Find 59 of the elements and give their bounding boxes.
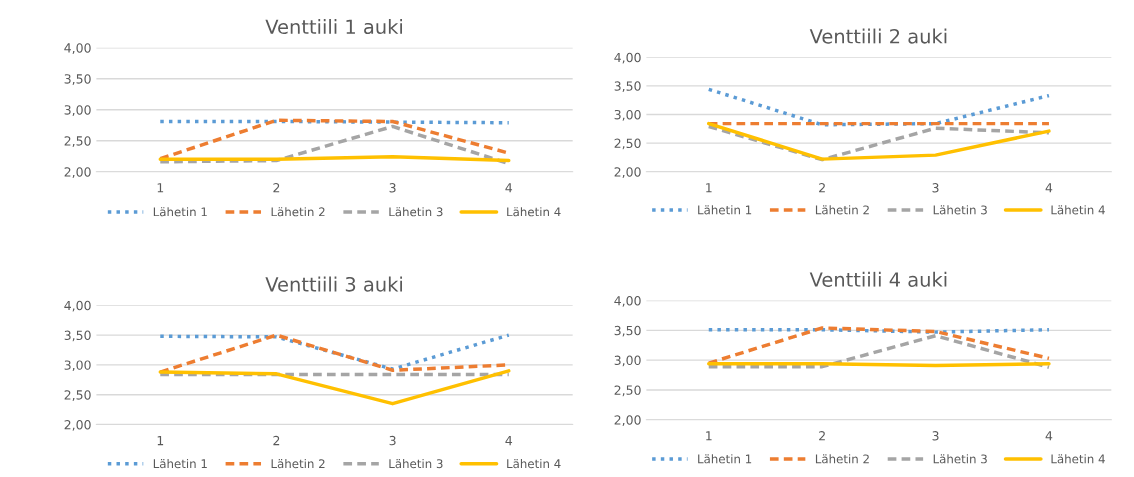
y-tick-label: 2,50: [64, 136, 91, 147]
line-series: [707, 326, 1051, 365]
line-series: [158, 369, 511, 406]
legend-label: Lähetin 3: [389, 207, 443, 217]
legend-label: Lähetin 3: [933, 205, 987, 215]
y-tick-label: 2,00: [64, 167, 91, 178]
y-tick-label: 3,00: [64, 105, 91, 116]
legend-label: Lähetin 3: [389, 459, 443, 469]
x-tick-label: 3: [932, 431, 939, 441]
y-tick-label: 3,00: [64, 360, 91, 372]
y-tick-label: 4,00: [64, 300, 91, 312]
y-tick-label: 3,00: [614, 109, 641, 121]
line-series: [707, 87, 1051, 127]
y-tick-label: 2,00: [64, 420, 91, 431]
legend-label: Lähetin 1: [698, 205, 752, 215]
x-tick-label: 3: [389, 435, 396, 446]
legend-label: Lähetin 2: [271, 207, 325, 217]
x-tick-label: 4: [1045, 183, 1053, 193]
y-tick-label: 4,00: [614, 295, 641, 307]
legend-label: Lähetin 4: [1051, 205, 1105, 215]
legend-label: Lähetin 2: [815, 454, 869, 464]
x-tick-label: 2: [819, 183, 825, 193]
y-tick-label: 3,50: [614, 325, 641, 337]
y-tick-label: 2,00: [614, 167, 641, 178]
x-tick-label: 4: [505, 183, 513, 193]
legend-label: Lähetin 4: [507, 207, 561, 217]
y-tick-label: 3,50: [64, 330, 91, 342]
chart-title: Venttiili 3 auki: [265, 276, 402, 292]
x-tick-label: 3: [932, 183, 939, 193]
legend-label: Lähetin 2: [815, 205, 869, 215]
y-tick-label: 3,00: [614, 355, 641, 367]
x-tick-label: 1: [706, 183, 712, 193]
legend-label: Lähetin 2: [271, 459, 325, 469]
x-tick-label: 4: [505, 436, 513, 446]
x-tick-label: 1: [157, 436, 164, 446]
x-tick-label: 1: [157, 183, 164, 193]
x-tick-label: 2: [273, 435, 280, 446]
y-tick-label: 2,50: [614, 138, 641, 150]
x-tick-label: 2: [273, 183, 280, 193]
y-tick-label: 2,00: [614, 415, 641, 426]
y-tick-label: 3,50: [614, 81, 641, 93]
x-tick-label: 1: [706, 431, 712, 441]
chart-title: Venttiili 4 auki: [809, 271, 947, 287]
chart-title: Venttiili 2 auki: [809, 28, 947, 44]
x-tick-label: 3: [389, 183, 396, 193]
legend-label: Lähetin 1: [153, 459, 207, 469]
legend-label: Lähetin 3: [933, 454, 987, 464]
y-tick-label: 3,50: [64, 74, 91, 85]
x-tick-label: 2: [819, 431, 825, 441]
y-tick-label: 4,00: [614, 52, 641, 64]
y-tick-label: 2,50: [614, 385, 641, 397]
legend-label: Lähetin 1: [698, 454, 752, 464]
legend-label: Lähetin 4: [507, 459, 561, 469]
x-tick-label: 4: [1045, 431, 1053, 441]
y-tick-label: 4,00: [64, 43, 91, 54]
legend-label: Lähetin 1: [153, 207, 207, 217]
legend-label: Lähetin 4: [1051, 454, 1105, 464]
chart-title: Venttiili 1 auki: [265, 19, 402, 35]
y-tick-label: 2,50: [64, 390, 91, 401]
